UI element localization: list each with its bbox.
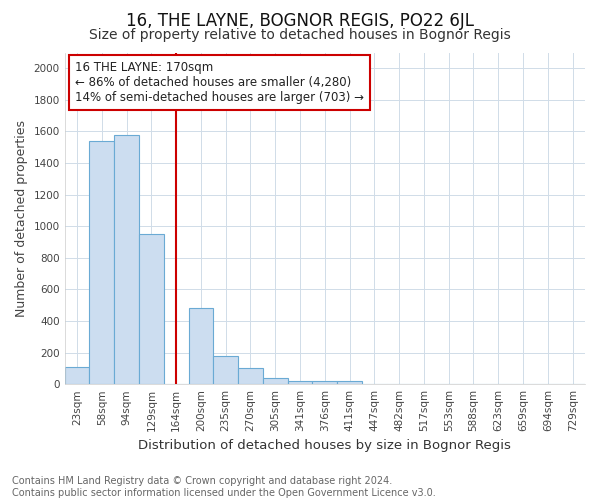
Bar: [139, 234, 164, 384]
Bar: [287, 381, 313, 384]
Bar: [337, 381, 362, 384]
Bar: [89, 141, 114, 384]
Bar: [214, 356, 238, 384]
Bar: [188, 308, 214, 384]
X-axis label: Distribution of detached houses by size in Bognor Regis: Distribution of detached houses by size …: [139, 440, 511, 452]
Text: Contains HM Land Registry data © Crown copyright and database right 2024.
Contai: Contains HM Land Registry data © Crown c…: [12, 476, 436, 498]
Text: 16, THE LAYNE, BOGNOR REGIS, PO22 6JL: 16, THE LAYNE, BOGNOR REGIS, PO22 6JL: [126, 12, 474, 30]
Bar: [263, 378, 287, 384]
Text: Size of property relative to detached houses in Bognor Regis: Size of property relative to detached ho…: [89, 28, 511, 42]
Bar: [238, 368, 263, 384]
Text: 16 THE LAYNE: 170sqm
← 86% of detached houses are smaller (4,280)
14% of semi-de: 16 THE LAYNE: 170sqm ← 86% of detached h…: [75, 61, 364, 104]
Bar: [313, 381, 337, 384]
Bar: [114, 136, 139, 384]
Y-axis label: Number of detached properties: Number of detached properties: [15, 120, 28, 317]
Bar: [65, 367, 89, 384]
